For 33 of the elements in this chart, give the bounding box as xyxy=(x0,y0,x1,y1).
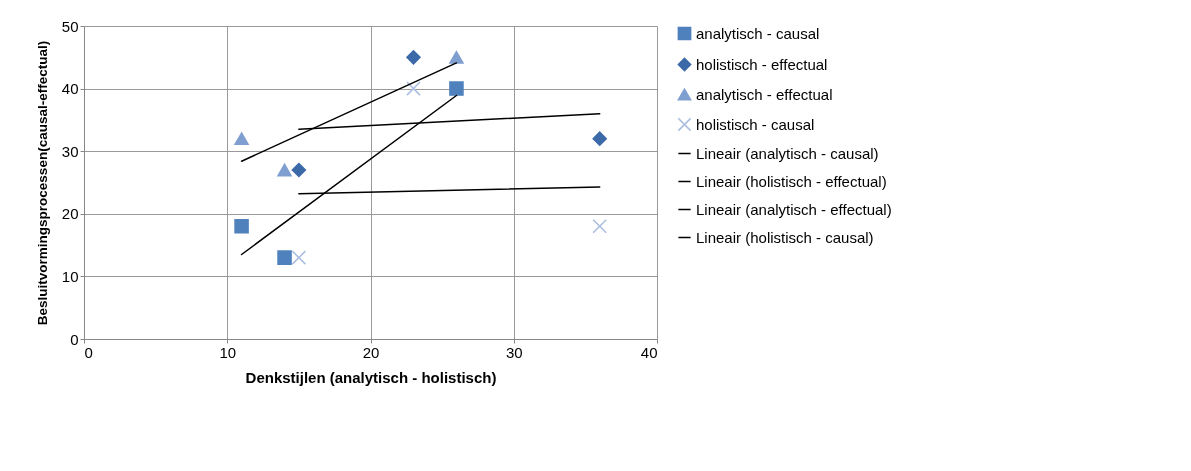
x-tick-label: 30 xyxy=(505,343,523,361)
legend-label: Lineair (holistisch - causal) xyxy=(696,228,874,246)
legend-label: holistisch - effectual xyxy=(696,55,828,73)
point xyxy=(406,50,421,65)
y-tick-label: 30 xyxy=(61,142,79,160)
legend-label: Lineair (analytisch - causal) xyxy=(696,144,879,162)
legend-label: holistisch - causal xyxy=(696,115,815,133)
point xyxy=(449,50,464,64)
legend-label: Lineair (analytisch - effectual) xyxy=(696,200,892,218)
y-tick-label: 20 xyxy=(61,205,79,223)
x-tick-label: 40 xyxy=(640,343,658,361)
point xyxy=(277,250,292,265)
x-tick-label: 0 xyxy=(84,343,93,361)
point xyxy=(592,219,607,234)
point xyxy=(592,131,607,146)
y-tick-label: 50 xyxy=(61,17,79,35)
point xyxy=(291,162,307,178)
point xyxy=(406,81,421,96)
legend-label: Lineair (holistisch - effectual) xyxy=(696,172,887,190)
y-tick-label: 0 xyxy=(70,330,79,348)
y-tick-label: 40 xyxy=(61,80,79,98)
legend-label: analytisch - causal xyxy=(696,24,820,42)
point xyxy=(234,219,249,234)
legend-label: analytisch - effectual xyxy=(696,85,833,103)
x-axis-title: Denkstijlen (analytisch - holistisch) xyxy=(245,368,497,386)
point xyxy=(449,81,464,96)
point xyxy=(277,163,292,177)
x-tick-label: 20 xyxy=(362,343,380,361)
point xyxy=(291,250,307,265)
y-tick-label: 10 xyxy=(61,267,79,285)
y-axis-title: Besluitvormingsprocessen(causal-effectual) xyxy=(34,40,50,326)
point xyxy=(234,132,249,146)
x-tick-label: 10 xyxy=(219,343,237,361)
